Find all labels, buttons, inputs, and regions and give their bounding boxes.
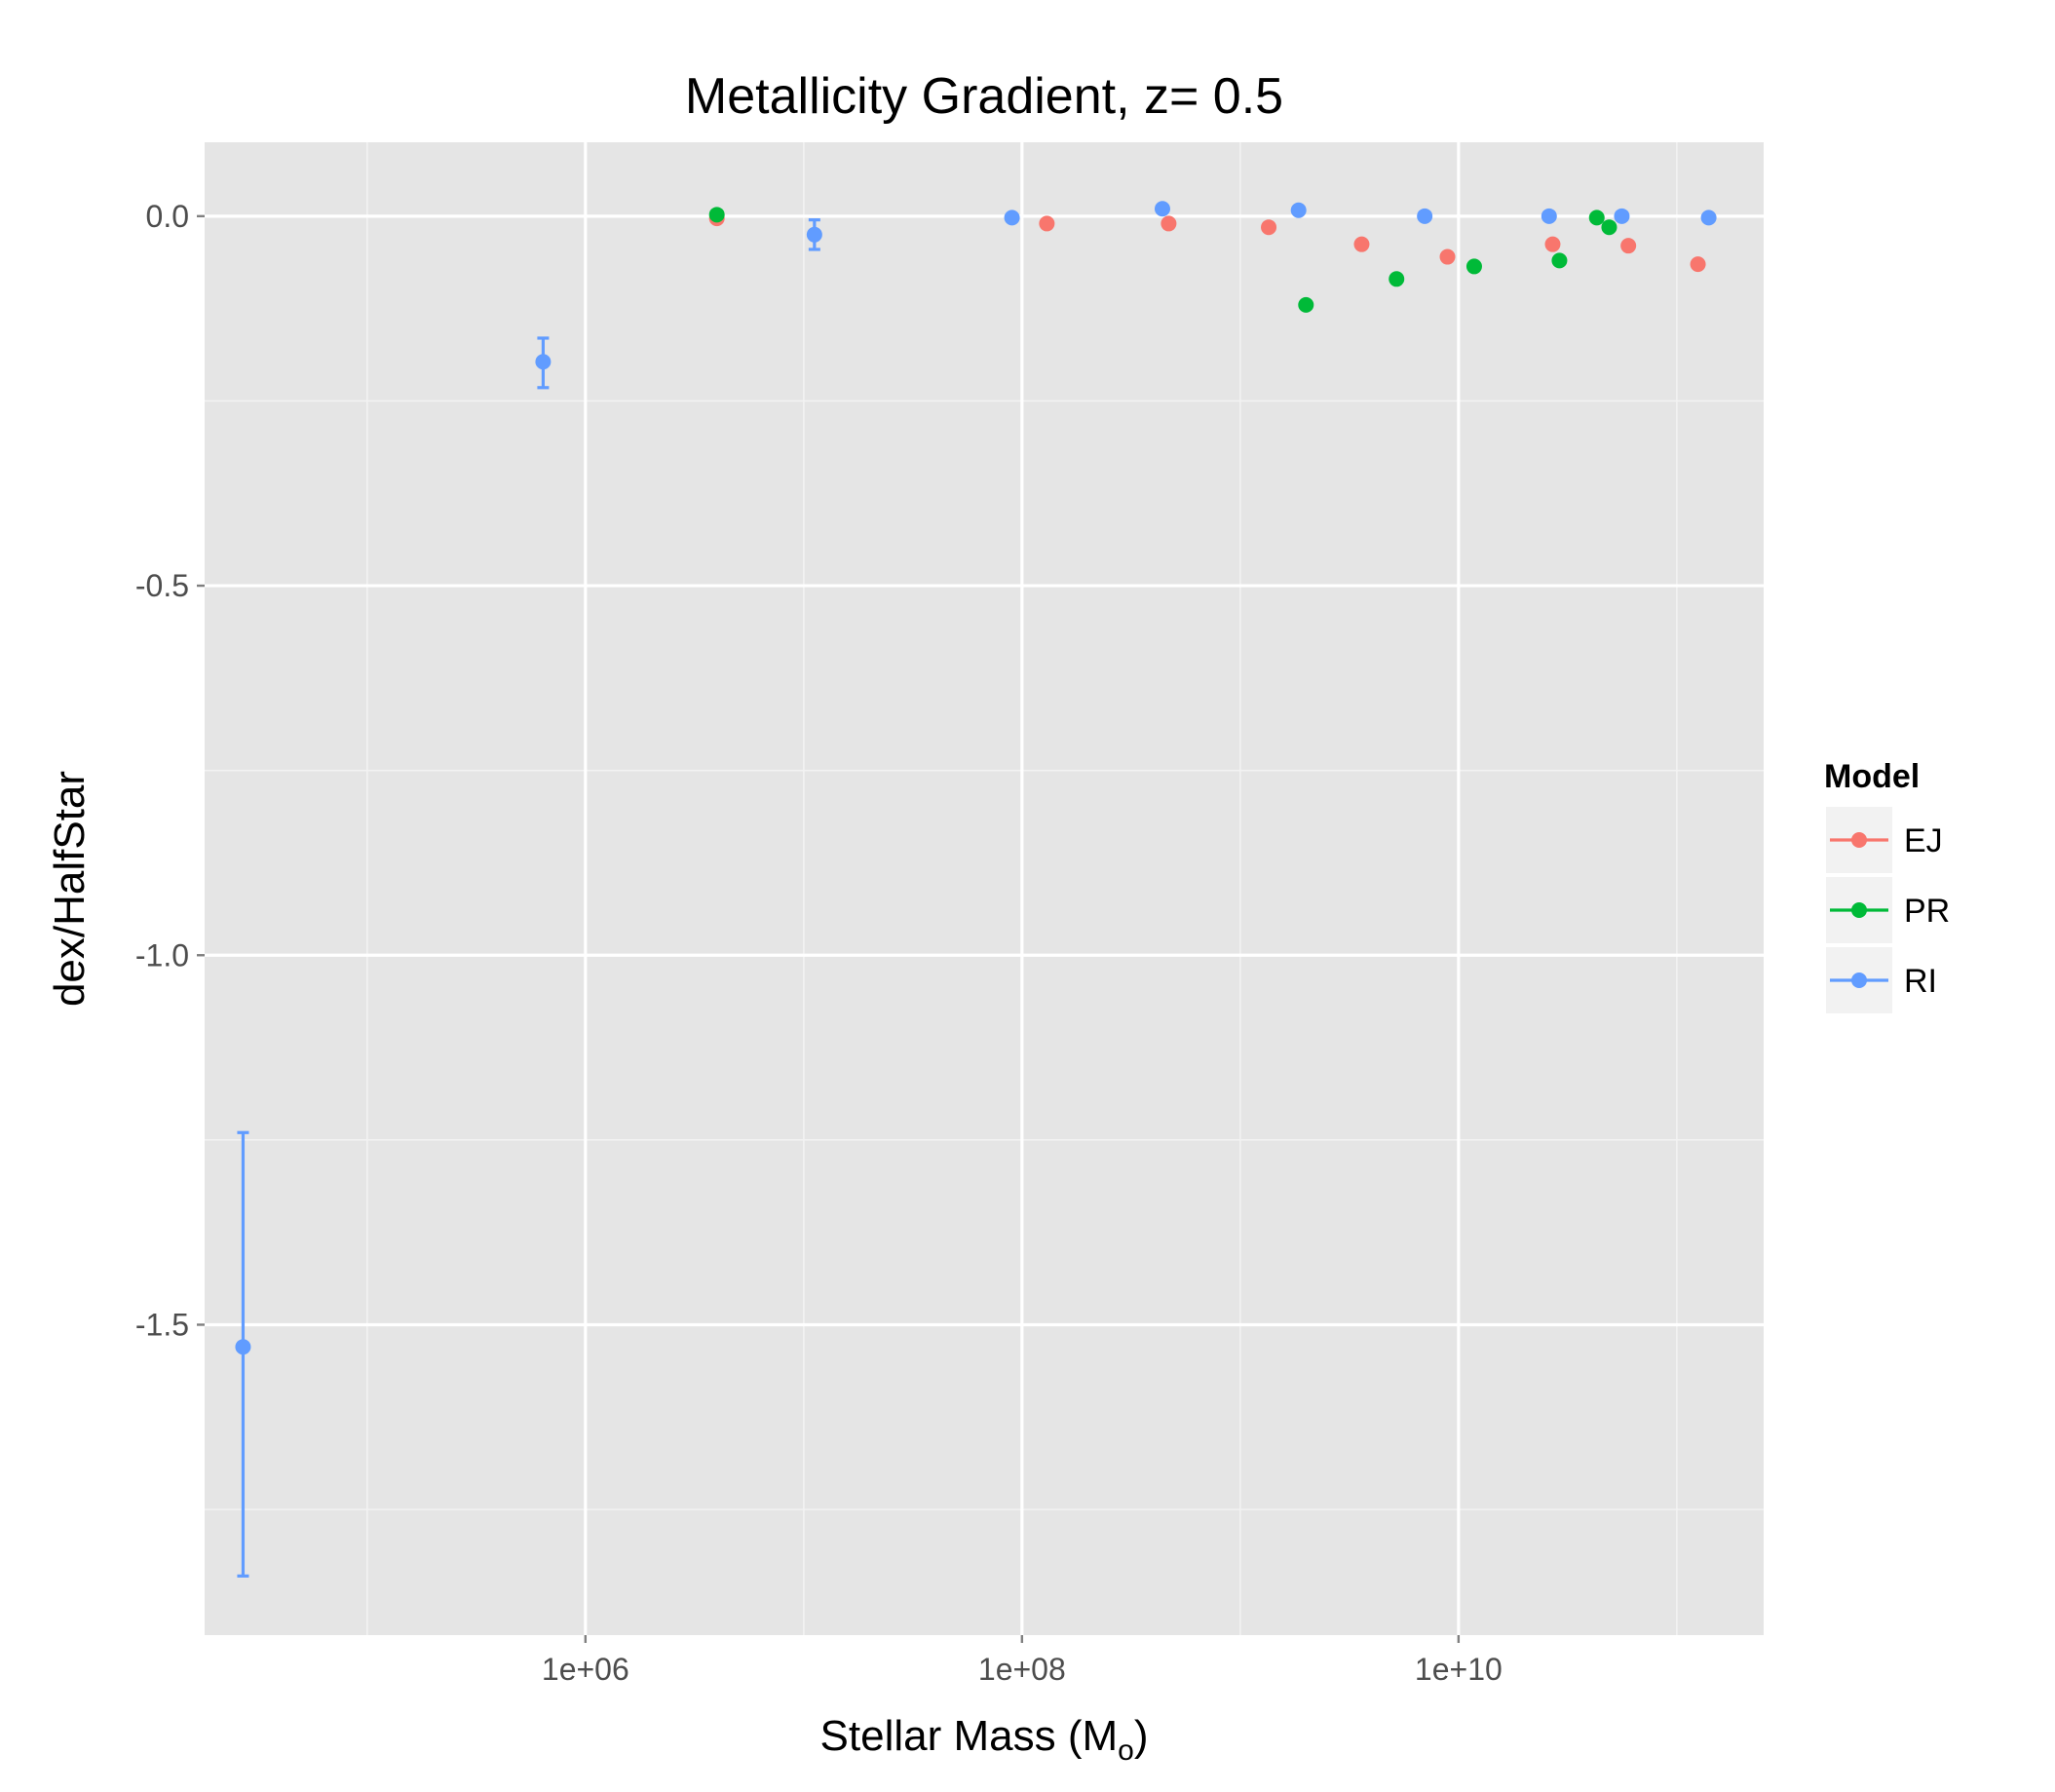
data-marks: [235, 201, 1717, 1578]
x-axis-label-subscript: o: [1118, 1735, 1134, 1767]
y-axis-ticks: 0.0 -0.5 -1.0 -1.5: [135, 199, 205, 1342]
data-point: [1389, 271, 1405, 287]
data-point: [1690, 256, 1706, 273]
data-point: [1614, 208, 1630, 224]
major-gridlines: [205, 142, 1764, 1635]
data-point: [1541, 208, 1557, 224]
data-point: [708, 207, 725, 223]
data-point: [1353, 236, 1370, 252]
y-tick-label: -0.5: [135, 568, 189, 603]
legend-key-point: [1851, 972, 1867, 988]
data-point: [1290, 202, 1307, 218]
series-pr: [708, 207, 1617, 313]
data-point: [806, 226, 822, 243]
minor-gridlines: [205, 142, 1764, 1635]
x-axis-label: Stellar Mass (Mo): [820, 1712, 1149, 1767]
data-point: [1465, 258, 1482, 275]
legend-label: PR: [1904, 893, 1950, 930]
legend-key-point: [1851, 902, 1867, 918]
legend: Model EJ PR RI: [1824, 758, 1950, 1013]
legend-keys: EJ PR RI: [1826, 807, 1950, 1013]
legend-key-pr: PR: [1826, 877, 1950, 943]
data-point: [1601, 219, 1617, 236]
y-axis-label: dex/HalfStar: [46, 771, 94, 1007]
data-point: [1154, 201, 1170, 217]
data-point: [1700, 210, 1717, 226]
legend-title: Model: [1824, 758, 1920, 795]
legend-label: EJ: [1904, 822, 1943, 859]
data-point: [1439, 248, 1456, 265]
x-tick-label: 1e+10: [1415, 1652, 1503, 1687]
data-point: [1551, 252, 1568, 269]
x-axis-label-close: ): [1134, 1712, 1149, 1760]
legend-label: RI: [1904, 963, 1937, 1000]
y-tick-label: -1.5: [135, 1307, 189, 1342]
data-point: [1261, 219, 1277, 236]
series-ri: [235, 201, 1717, 1578]
x-tick-label: 1e+06: [542, 1652, 629, 1687]
data-point: [235, 1339, 251, 1355]
data-point: [1298, 296, 1314, 313]
legend-key-point: [1851, 832, 1867, 848]
plot-panel: [205, 142, 1764, 1635]
y-tick-label: 0.0: [146, 199, 189, 234]
data-point: [1161, 215, 1177, 232]
data-point: [1544, 236, 1561, 252]
data-point: [1039, 215, 1055, 232]
x-axis-ticks: 1e+06 1e+08 1e+10: [542, 1635, 1503, 1687]
y-tick-label: -1.0: [135, 937, 189, 972]
legend-key-ej: EJ: [1826, 807, 1943, 873]
legend-key-ri: RI: [1826, 947, 1937, 1013]
x-axis-label-main: Stellar Mass (M: [820, 1712, 1119, 1760]
data-point: [1417, 208, 1433, 224]
x-tick-label: 1e+08: [978, 1652, 1066, 1687]
data-point: [1620, 238, 1637, 254]
data-point: [1004, 210, 1020, 226]
data-point: [1588, 210, 1605, 226]
chart-title: Metallicity Gradient, z= 0.5: [685, 68, 1283, 125]
data-point: [535, 354, 552, 370]
